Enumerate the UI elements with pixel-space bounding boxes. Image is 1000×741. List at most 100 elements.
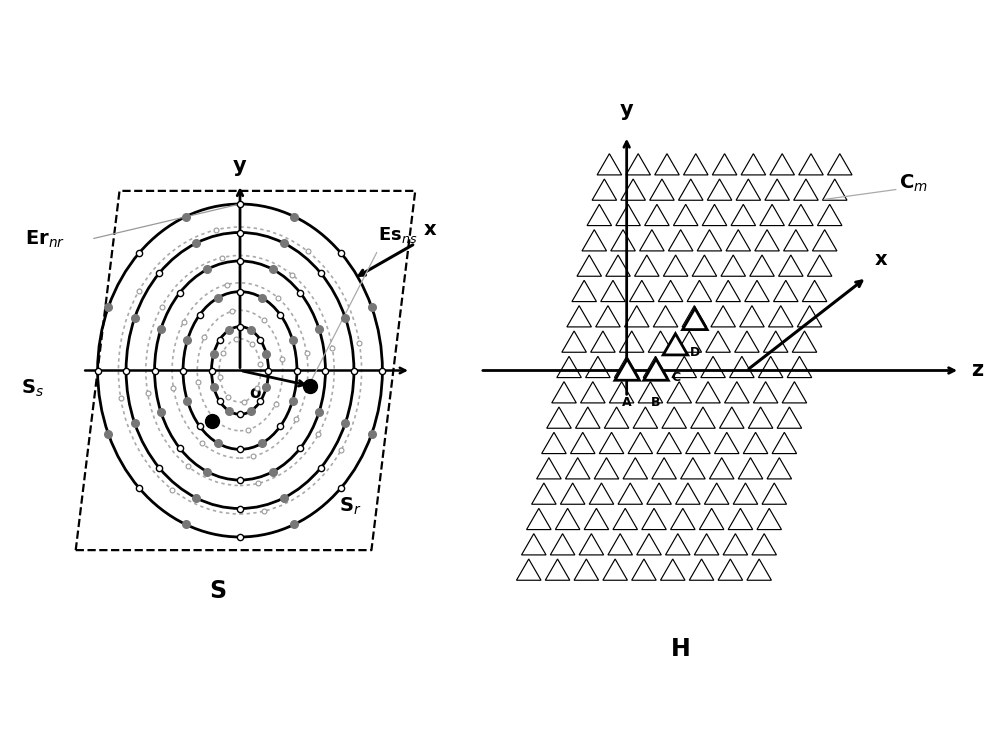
Polygon shape: [735, 331, 759, 352]
Polygon shape: [757, 508, 781, 530]
Polygon shape: [557, 356, 581, 378]
Polygon shape: [817, 205, 842, 225]
Polygon shape: [779, 255, 803, 276]
Polygon shape: [822, 179, 847, 200]
Polygon shape: [606, 255, 630, 276]
Polygon shape: [671, 508, 695, 530]
Polygon shape: [608, 534, 632, 555]
Polygon shape: [642, 508, 666, 530]
Polygon shape: [597, 153, 622, 175]
Polygon shape: [560, 483, 585, 504]
Polygon shape: [753, 382, 778, 403]
Polygon shape: [542, 432, 566, 453]
Polygon shape: [712, 153, 737, 175]
Polygon shape: [692, 255, 717, 276]
Polygon shape: [648, 331, 673, 352]
Polygon shape: [623, 458, 648, 479]
Polygon shape: [673, 205, 698, 225]
Polygon shape: [682, 306, 707, 327]
Polygon shape: [752, 534, 776, 555]
Polygon shape: [632, 559, 656, 580]
Polygon shape: [644, 359, 668, 380]
Polygon shape: [807, 255, 832, 276]
Polygon shape: [615, 359, 639, 380]
Polygon shape: [689, 559, 714, 580]
Polygon shape: [762, 483, 787, 504]
Polygon shape: [660, 559, 685, 580]
Polygon shape: [687, 280, 712, 302]
Polygon shape: [668, 230, 693, 251]
Polygon shape: [782, 382, 807, 403]
Polygon shape: [662, 407, 686, 428]
Polygon shape: [584, 508, 609, 530]
Polygon shape: [747, 559, 771, 580]
Polygon shape: [614, 356, 639, 378]
Polygon shape: [589, 483, 614, 504]
Polygon shape: [637, 534, 661, 555]
Polygon shape: [731, 205, 756, 225]
Polygon shape: [596, 306, 620, 327]
Polygon shape: [609, 382, 634, 403]
Polygon shape: [581, 382, 605, 403]
Polygon shape: [532, 483, 556, 504]
Polygon shape: [733, 483, 758, 504]
Text: $\mathbf{S}$: $\mathbf{S}$: [209, 579, 227, 602]
Polygon shape: [718, 559, 743, 580]
Polygon shape: [591, 331, 615, 352]
Polygon shape: [768, 306, 793, 327]
Polygon shape: [802, 280, 827, 302]
Polygon shape: [696, 382, 720, 403]
Polygon shape: [699, 508, 724, 530]
Polygon shape: [709, 458, 734, 479]
Polygon shape: [748, 407, 773, 428]
Polygon shape: [683, 308, 707, 330]
Polygon shape: [582, 230, 607, 251]
Polygon shape: [604, 407, 629, 428]
Polygon shape: [728, 508, 753, 530]
Polygon shape: [647, 483, 671, 504]
Polygon shape: [652, 458, 676, 479]
Polygon shape: [577, 255, 601, 276]
Polygon shape: [723, 534, 748, 555]
Polygon shape: [704, 483, 729, 504]
Polygon shape: [686, 432, 710, 453]
Polygon shape: [616, 205, 640, 225]
Polygon shape: [653, 306, 678, 327]
Polygon shape: [574, 559, 599, 580]
Polygon shape: [697, 230, 722, 251]
Polygon shape: [633, 407, 658, 428]
Polygon shape: [562, 331, 586, 352]
Polygon shape: [691, 407, 715, 428]
Polygon shape: [550, 534, 575, 555]
Polygon shape: [774, 280, 798, 302]
Polygon shape: [777, 407, 802, 428]
Polygon shape: [672, 356, 697, 378]
Text: $\mathbf{H}$: $\mathbf{H}$: [670, 637, 690, 661]
Polygon shape: [828, 153, 852, 175]
Polygon shape: [640, 230, 664, 251]
Polygon shape: [725, 382, 749, 403]
Polygon shape: [576, 407, 600, 428]
Polygon shape: [587, 205, 612, 225]
Text: y: y: [620, 100, 633, 120]
Polygon shape: [638, 382, 663, 403]
Polygon shape: [745, 280, 769, 302]
Text: $\mathbf{C}_m$: $\mathbf{C}_m$: [899, 173, 928, 194]
Polygon shape: [635, 255, 659, 276]
Polygon shape: [658, 280, 683, 302]
Polygon shape: [676, 483, 700, 504]
Polygon shape: [741, 153, 766, 175]
Polygon shape: [755, 230, 779, 251]
Polygon shape: [760, 205, 784, 225]
Polygon shape: [599, 432, 624, 453]
Polygon shape: [663, 333, 688, 355]
Polygon shape: [666, 534, 690, 555]
Polygon shape: [601, 280, 625, 302]
Text: C: C: [671, 371, 680, 384]
Polygon shape: [702, 205, 727, 225]
Polygon shape: [701, 356, 725, 378]
Text: $\mathbf{Er}_{nr}$: $\mathbf{Er}_{nr}$: [25, 228, 65, 250]
Text: z: z: [971, 361, 983, 380]
Text: A: A: [622, 396, 632, 410]
Polygon shape: [613, 508, 637, 530]
